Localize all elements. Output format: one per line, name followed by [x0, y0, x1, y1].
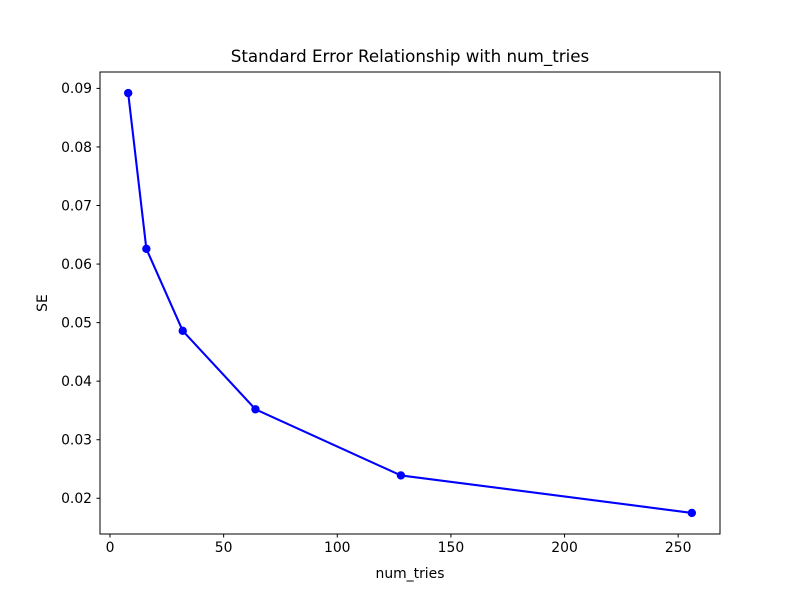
data-point-marker [396, 471, 406, 480]
data-point-marker [142, 244, 151, 254]
data-point-marker [687, 508, 697, 518]
x-tick-label: 50 [215, 540, 233, 556]
y-tick-label: 0.03 [61, 433, 92, 449]
y-axis-label: SE [35, 294, 51, 312]
data-point-marker [123, 88, 133, 98]
data-point-marker [178, 326, 187, 336]
y-tick-label: 0.07 [61, 198, 92, 214]
x-tick-label: 0 [106, 540, 115, 556]
y-tick-label: 0.09 [61, 81, 92, 97]
y-tick-label: 0.02 [61, 491, 92, 507]
plot-frame [99, 71, 721, 535]
chart-title: Standard Error Relationship with num_tri… [231, 46, 589, 67]
x-tick-label: 100 [324, 540, 351, 556]
y-tick-label: 0.05 [61, 315, 92, 331]
y-tick-label: 0.04 [61, 374, 92, 390]
y-tick-label: 0.06 [61, 257, 92, 273]
x-tick-label: 150 [438, 540, 465, 556]
plot-area: 0 50 100 150 200 250 0.02 0.03 0.04 0.05 0.06 0.07 0… [61, 71, 721, 556]
x-axis-label: num_tries [376, 566, 445, 582]
x-tick-label: 250 [665, 540, 692, 556]
data-point-marker [251, 405, 260, 414]
x-tick-label: 200 [551, 540, 578, 556]
y-tick-label: 0.08 [61, 140, 92, 156]
data-line [127, 92, 692, 514]
